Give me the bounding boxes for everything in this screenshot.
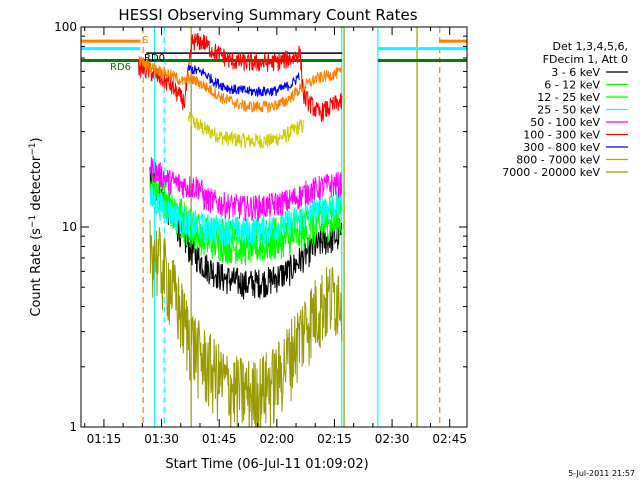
legend-label: 50 - 100 keV [530, 116, 600, 129]
legend-header-1: Det 1,3,4,5,6, [552, 40, 628, 53]
y-axis-label: Count Rate (s−1 detector−1) [28, 137, 44, 316]
series-line-5 [138, 32, 343, 122]
y-axis: 1 10 100 [54, 20, 467, 434]
y-tick-label: 1 [69, 420, 77, 434]
legend-label: 6 - 12 keV [544, 79, 600, 92]
chart-title: HESSI Observing Summary Count Rates [118, 6, 417, 24]
legend-label: 12 - 25 keV [537, 91, 600, 104]
series-line-4 [149, 156, 343, 222]
x-tick-label: 02:15 [317, 432, 352, 446]
y-tick-label: 100 [54, 20, 77, 34]
x-tick-label: 01:45 [202, 432, 237, 446]
x-tick-label: 01:30 [144, 432, 179, 446]
legend-header-2: FDecim 1, Att 0 [543, 53, 628, 66]
flag-labels: S RD0 RD6 [110, 35, 165, 73]
legend: Det 1,3,4,5,6, FDecim 1, Att 0 3 - 6 keV… [502, 40, 628, 179]
legend-label: 800 - 7000 keV [516, 154, 600, 167]
legend-label: 3 - 6 keV [551, 66, 600, 79]
x-axis-label: Start Time (06-Jul-11 01:09:02) [165, 457, 368, 472]
x-tick-label: 02:30 [375, 432, 410, 446]
legend-label: 7000 - 20000 keV [502, 166, 600, 179]
legend-label: 25 - 50 keV [537, 104, 600, 117]
flag-label-rd0: RD0 [144, 53, 165, 64]
series-line-6 [188, 65, 300, 98]
series-line-8 [149, 219, 343, 427]
legend-label: 300 - 800 keV [523, 141, 600, 154]
footer-timestamp: 5-Jul-2011 21:57 [568, 469, 635, 478]
legend-label: 100 - 300 keV [523, 129, 600, 142]
x-axis: 01:15 01:30 01:45 02:00 02:15 02:30 02:45 [84, 27, 467, 446]
series-line-2 [149, 180, 343, 266]
x-tick-label: 02:00 [260, 432, 295, 446]
series-line-yellow-band [188, 111, 304, 149]
series-line-3 [149, 185, 343, 246]
y-tick-label: 10 [62, 220, 77, 234]
series-line-7 [138, 55, 343, 113]
flag-label-rd6: RD6 [110, 62, 131, 73]
flag-label-s: S [142, 35, 148, 46]
x-tick-label: 01:15 [87, 432, 122, 446]
plot-area [81, 27, 467, 427]
x-tick-label: 02:45 [432, 432, 467, 446]
